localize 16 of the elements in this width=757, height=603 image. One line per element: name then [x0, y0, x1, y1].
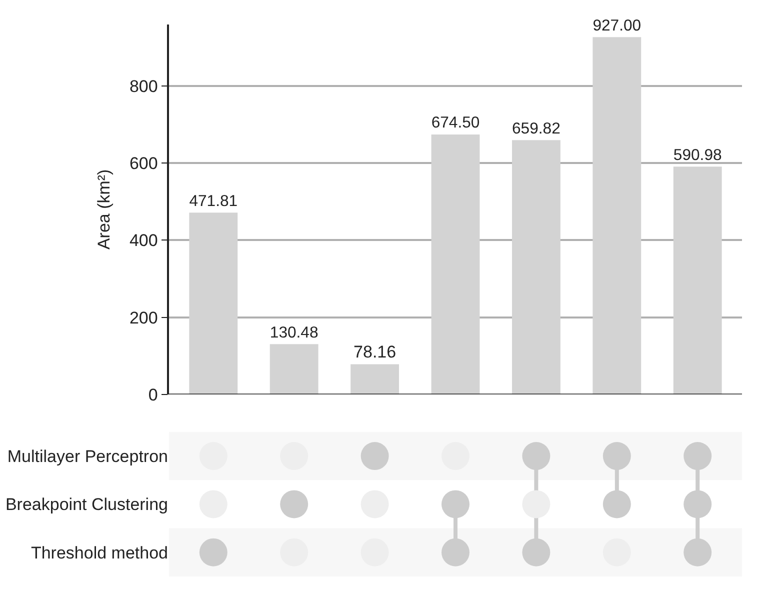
- y-tick-label: 600: [129, 154, 158, 174]
- data-label: 130.48: [270, 324, 318, 342]
- category-label: Threshold method: [30, 543, 168, 562]
- y-tick-label: 0: [148, 385, 158, 404]
- data-label: 78.16: [354, 342, 396, 362]
- y-tick-label: 400: [129, 231, 158, 250]
- data-label: 590.98: [673, 146, 722, 164]
- data-label: 659.82: [512, 120, 560, 138]
- category-label: Breakpoint Clustering: [5, 495, 168, 514]
- data-label: 471.81: [189, 192, 238, 210]
- y-tick-label: 800: [129, 77, 158, 96]
- category-label: Multilayer Perceptron: [7, 446, 168, 466]
- y-tick-label: 200: [129, 308, 158, 328]
- y-axis-title: Area (km²): [94, 169, 114, 250]
- data-label: 674.50: [431, 114, 480, 132]
- data-label: 927.00: [592, 17, 642, 34]
